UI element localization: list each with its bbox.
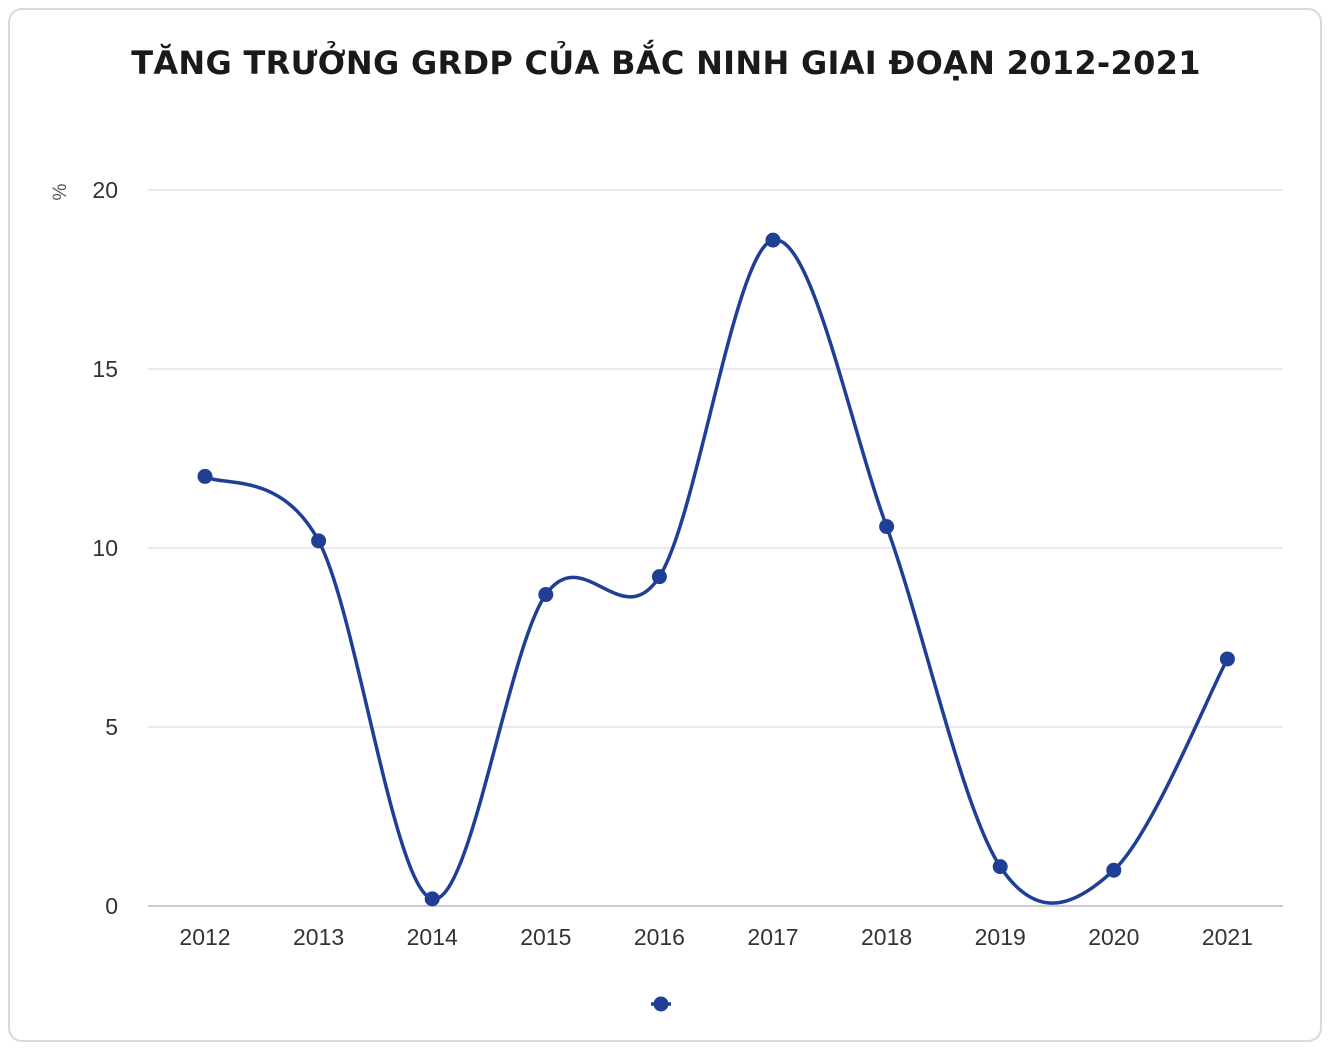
data-point-2017[interactable] bbox=[765, 232, 781, 248]
y-tick-label: 10 bbox=[92, 535, 118, 561]
gridlines bbox=[148, 189, 1283, 907]
legend bbox=[651, 996, 671, 1012]
chart-title: TĂNG TRƯỞNG GRDP CỦA BẮC NINH GIAI ĐOẠN … bbox=[131, 44, 1201, 82]
x-tick-label: 2020 bbox=[1088, 924, 1139, 950]
data-points bbox=[197, 232, 1235, 907]
series-line bbox=[204, 238, 1229, 905]
axes: 0 5 10 15 20% 2012 2013 2014 2015 2016 2017 2018 201… bbox=[50, 177, 1253, 950]
x-tick-label: 2016 bbox=[634, 924, 685, 950]
data-point-2016[interactable] bbox=[651, 569, 667, 585]
x-tick-label: 2013 bbox=[293, 924, 344, 950]
data-point-2014[interactable] bbox=[424, 891, 440, 907]
data-point-2019[interactable] bbox=[992, 859, 1008, 875]
y-tick-label: 5 bbox=[105, 714, 118, 740]
x-tick-label: 2015 bbox=[520, 924, 571, 950]
y-tick-label: 15 bbox=[92, 356, 118, 382]
y-tick-label: 20 bbox=[92, 177, 118, 203]
x-tick-label: 2012 bbox=[179, 924, 230, 950]
x-tick-label: 2018 bbox=[861, 924, 912, 950]
x-tick-label: 2017 bbox=[747, 924, 798, 950]
data-point-2018[interactable] bbox=[879, 519, 895, 535]
data-point-2015[interactable] bbox=[538, 587, 554, 603]
x-tick-label: 2021 bbox=[1202, 924, 1253, 950]
data-point-2020[interactable] bbox=[1106, 862, 1122, 878]
x-tick-label: 2014 bbox=[407, 924, 458, 950]
data-point-2012[interactable] bbox=[197, 468, 213, 484]
y-tick-label: 0 bbox=[105, 893, 118, 919]
x-tick-label: 2019 bbox=[975, 924, 1026, 950]
y-axis-unit-label: % bbox=[50, 183, 71, 200]
data-point-2021[interactable] bbox=[1219, 651, 1235, 667]
legend-marker[interactable] bbox=[653, 996, 669, 1012]
data-point-2013[interactable] bbox=[311, 533, 327, 549]
chart-card bbox=[8, 8, 1322, 1042]
